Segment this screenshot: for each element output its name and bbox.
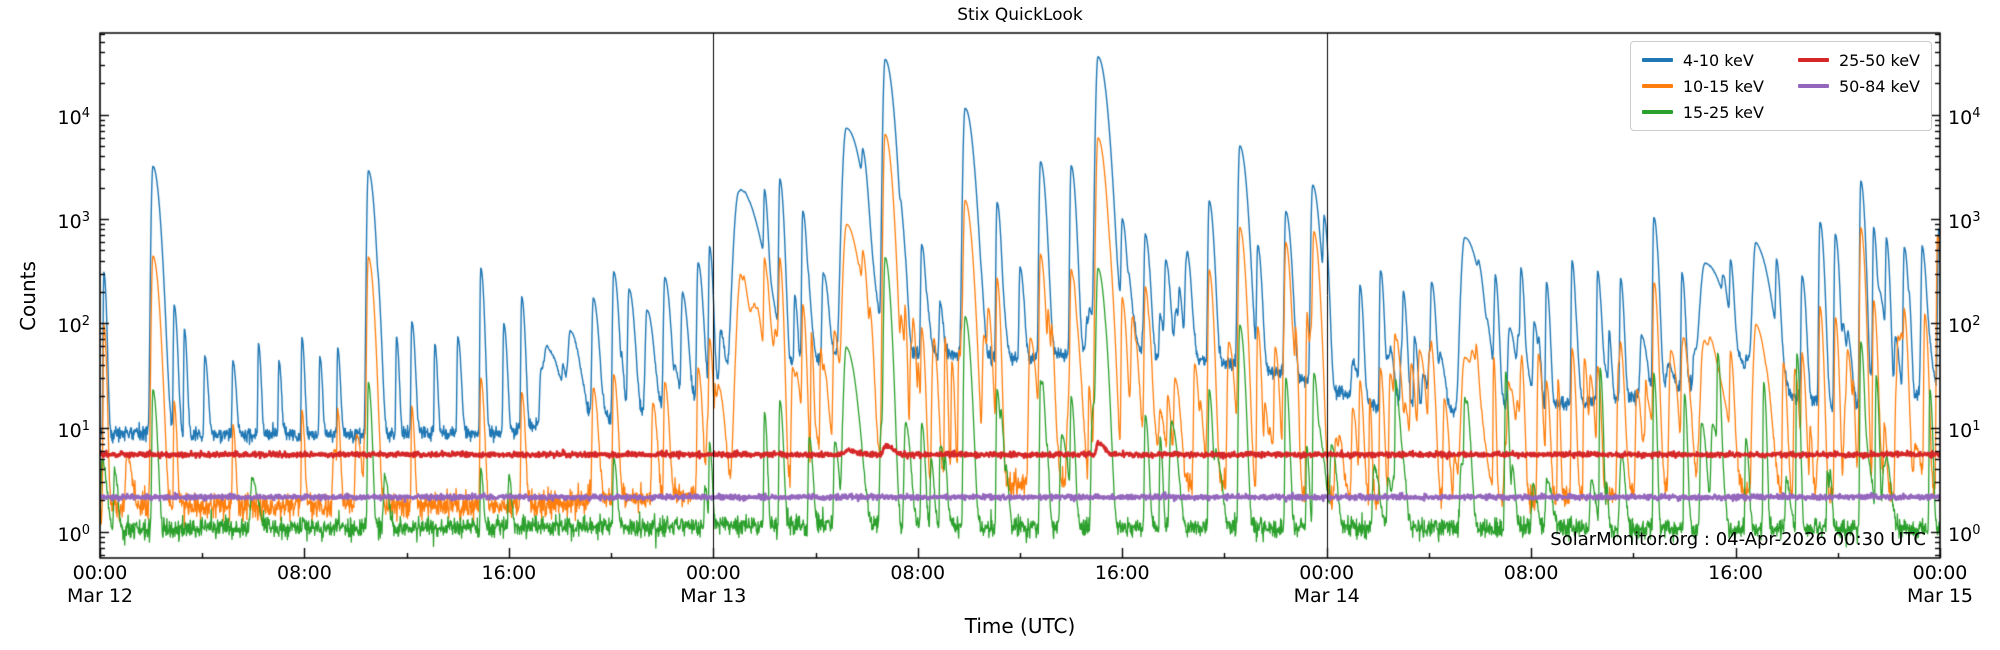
x-tick-label: 16:00 bbox=[481, 562, 537, 584]
x-tick-label: 16:00 bbox=[1094, 562, 1150, 584]
x-tick-date-label: Mar 14 bbox=[1293, 585, 1360, 607]
solarmonitor-annotation: SolarMonitor.org : 04-Apr-2026 00:30 UTC bbox=[1550, 529, 1926, 550]
x-tick-label: 00:00 bbox=[72, 562, 128, 584]
y-tick-label-right: 104 bbox=[1948, 105, 1981, 129]
legend-line-swatch bbox=[1797, 84, 1829, 88]
y-tick-label-left: 102 bbox=[57, 314, 90, 338]
x-axis-label: Time (UTC) bbox=[964, 614, 1076, 638]
legend-item: 25-50 keV bbox=[1797, 50, 1920, 70]
legend-label: 50-84 keV bbox=[1838, 76, 1920, 96]
x-tick-date-label: Mar 15 bbox=[1906, 585, 1974, 607]
legend: 4-10 keV 10-15 keV 15-25 keV 25-50 keV 50-84… bbox=[1629, 41, 1932, 131]
y-tick-label-left: 101 bbox=[57, 418, 90, 442]
legend-item: 50-84 keV bbox=[1797, 76, 1920, 96]
y-tick-label-right: 100 bbox=[1948, 522, 1981, 546]
x-tick-date-label: Mar 13 bbox=[680, 585, 747, 607]
legend-label: 4-10 keV bbox=[1682, 50, 1754, 70]
legend-line-swatch bbox=[1641, 84, 1673, 88]
legend-column: 25-50 keV 50-84 keV bbox=[1797, 50, 1920, 122]
y-tick-label-right: 103 bbox=[1948, 210, 1981, 234]
legend-line-swatch bbox=[1641, 58, 1673, 62]
legend-item: 4-10 keV bbox=[1641, 50, 1764, 70]
legend-item: 15-25 keV bbox=[1641, 102, 1764, 122]
legend-line-swatch bbox=[1641, 110, 1673, 114]
legend-column: 4-10 keV 10-15 keV 15-25 keV bbox=[1641, 50, 1764, 122]
legend-label: 10-15 keV bbox=[1682, 76, 1764, 96]
x-tick-date-label: Mar 12 bbox=[66, 585, 134, 607]
y-tick-label-left: 100 bbox=[57, 522, 90, 546]
legend-line-swatch bbox=[1797, 58, 1829, 62]
x-tick-label: 00:00 bbox=[685, 562, 741, 584]
legend-label: 15-25 keV bbox=[1682, 102, 1764, 122]
x-tick-label: 08:00 bbox=[1503, 562, 1559, 584]
x-tick-label: 08:00 bbox=[890, 562, 946, 584]
y-tick-label-right: 102 bbox=[1948, 314, 1981, 338]
x-tick-label: 00:00 bbox=[1299, 562, 1355, 584]
chart-title: Stix QuickLook bbox=[957, 5, 1083, 25]
x-tick-label: 08:00 bbox=[277, 562, 332, 584]
legend-label: 25-50 keV bbox=[1838, 50, 1920, 70]
y-tick-label-left: 103 bbox=[57, 210, 90, 234]
y-tick-label-right: 101 bbox=[1948, 418, 1981, 442]
legend-item: 10-15 keV bbox=[1641, 76, 1764, 96]
y-tick-label-left: 104 bbox=[57, 105, 90, 129]
x-tick-label: 16:00 bbox=[1708, 562, 1763, 584]
x-tick-label: 00:00 bbox=[1912, 562, 1968, 584]
